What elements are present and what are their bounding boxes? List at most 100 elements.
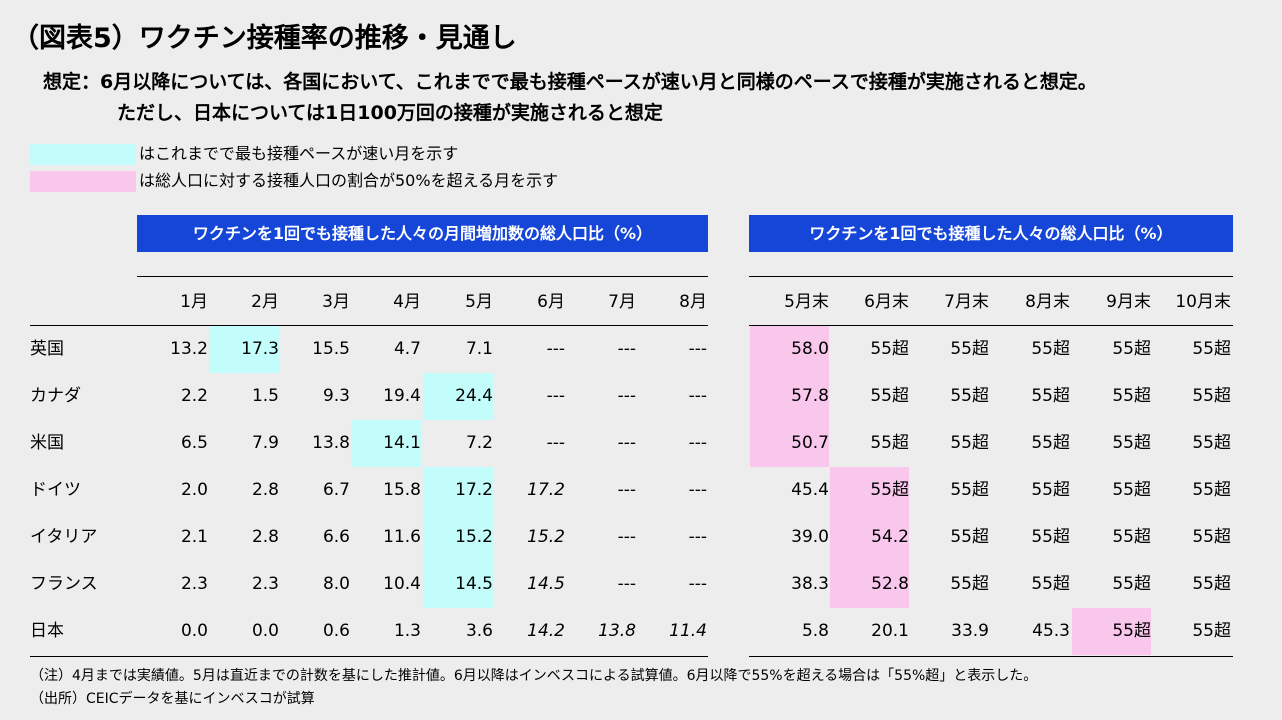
right-table-cell: 55超: [950, 527, 989, 547]
left-table-cell: 17.3: [209, 326, 279, 373]
right-table-cell: 55超: [1192, 386, 1231, 406]
left-table-cell: 11.4: [669, 621, 707, 641]
row-label: 米国: [30, 433, 64, 453]
left-table-cell: 15.8: [383, 480, 421, 500]
right-table-cell: 55超: [1031, 574, 1070, 594]
right-table-cell: 50.7: [750, 420, 829, 467]
right-table-cell: 55超: [1112, 339, 1151, 359]
legend-label-pink: は総人口に対する接種人口の割合が50%を超える月を示す: [139, 171, 559, 190]
legend-swatch-pink: [30, 171, 136, 192]
right-table-cell: 55超: [1192, 574, 1231, 594]
left-table-header-rule: [30, 325, 708, 326]
right-table-cell: 55超: [1192, 621, 1231, 641]
right-table-header-rule: [749, 325, 1233, 326]
left-table-cell: ---: [617, 433, 636, 453]
right-table-cell: 55超: [950, 433, 989, 453]
right-table-cell: 55超: [950, 574, 989, 594]
left-table-cell: ---: [617, 339, 636, 359]
left-table-cell: ---: [546, 386, 565, 406]
left-table-cell: 9.3: [322, 386, 350, 406]
right-table-cell: 55超: [870, 386, 909, 406]
right-table-cell: 55超: [1192, 339, 1231, 359]
left-table-cell: 15.2: [423, 514, 493, 561]
left-table-cell: ---: [688, 574, 707, 594]
right-table-cell: 38.3: [791, 574, 829, 594]
right-table-cell: 39.0: [791, 527, 829, 547]
left-table-cell: 0.6: [322, 621, 350, 641]
right-table-cell: 54.2: [830, 514, 909, 561]
left-table-cell: 2.3: [251, 574, 279, 594]
row-label: 英国: [30, 339, 64, 359]
left-table-cell: 2.3: [180, 574, 208, 594]
left-table-cell: ---: [688, 480, 707, 500]
legend-item-pink: は総人口に対する接種人口の割合が50%を超える月を示す: [30, 167, 558, 192]
left-table-cell: ---: [617, 574, 636, 594]
left-table-cell: 10.4: [383, 574, 421, 594]
left-table-cell: ---: [688, 386, 707, 406]
left-table-cell: ---: [617, 527, 636, 547]
assumption-line-1: 想定：6月以降については、各国において、これまでで最も接種ペースが速い月と同様の…: [43, 71, 1097, 93]
right-table-cell: 55超: [1192, 527, 1231, 547]
left-table-cell: 15.5: [312, 339, 350, 359]
left-table-cell: 14.5: [423, 561, 493, 608]
left-table-cell: 6.6: [322, 527, 350, 547]
left-table-cell: 24.4: [423, 373, 493, 420]
right-column-header: 7月末: [944, 292, 989, 312]
left-table-top-rule: [137, 276, 708, 277]
right-table-cell: 55超: [950, 339, 989, 359]
left-table-cell: 19.4: [383, 386, 421, 406]
left-table-cell: 13.8: [598, 621, 636, 641]
right-column-header: 5月末: [784, 292, 829, 312]
row-label: フランス: [30, 574, 98, 594]
right-table-cell: 55超: [1112, 386, 1151, 406]
left-table-cell: ---: [617, 386, 636, 406]
right-column-header: 10月末: [1175, 292, 1231, 312]
left-table-cell: 3.6: [465, 621, 493, 641]
right-column-header: 6月末: [864, 292, 909, 312]
left-table-cell: 14.1: [351, 420, 421, 467]
left-table-cell: 6.7: [322, 480, 350, 500]
left-table-cell: 6.5: [180, 433, 208, 453]
right-table-cell: 52.8: [830, 561, 909, 608]
right-column-header: 9月末: [1106, 292, 1151, 312]
right-table-cell: 33.9: [951, 621, 989, 641]
left-table-cell: ---: [617, 480, 636, 500]
source-note: （出所）CEICデータを基にインベスコが試算: [30, 691, 315, 707]
row-label: イタリア: [30, 527, 98, 547]
left-table-cell: 11.6: [383, 527, 421, 547]
legend-swatch-cyan: [30, 144, 136, 165]
left-column-header: 1月: [180, 292, 208, 312]
left-table-cell: 14.5: [527, 574, 565, 594]
right-table-top-rule: [749, 276, 1233, 277]
right-table-cell: 55超: [1192, 480, 1231, 500]
right-table-cell: 55超: [1192, 433, 1231, 453]
right-table-cell: 57.8: [750, 373, 829, 420]
left-column-header: 5月: [465, 292, 493, 312]
page-title: （図表5）ワクチン接種率の推移・見通し: [12, 23, 517, 54]
right-table-cell: 55超: [1112, 433, 1151, 453]
right-table-cell: 55超: [1072, 608, 1151, 655]
footnote: （注）4月までは実績値。5月は直近までの計数を基にした推計値。6月以降はインベス…: [30, 668, 1038, 684]
right-table-cell: 55超: [870, 433, 909, 453]
right-table-cell: 55超: [1112, 480, 1151, 500]
right-table-cell: 55超: [1031, 480, 1070, 500]
right-table-cell: 55超: [830, 467, 909, 514]
left-table-cell: 4.7: [393, 339, 421, 359]
left-table-cell: 7.1: [465, 339, 493, 359]
right-table-cell: 55超: [1031, 386, 1070, 406]
left-column-header: 4月: [393, 292, 421, 312]
legend-label-cyan: はこれまでで最も接種ペースが速い月を示す: [139, 144, 459, 163]
left-table-cell: ---: [688, 433, 707, 453]
left-table-cell: 2.8: [251, 527, 279, 547]
right-table-cell: 5.8: [801, 621, 829, 641]
left-table-cell: 1.3: [393, 621, 421, 641]
left-column-header: 2月: [251, 292, 279, 312]
right-table-header: ワクチンを1回でも接種した人々の総人口比（%）: [749, 215, 1233, 252]
right-table-bottom-rule: [749, 656, 1233, 657]
right-table-cell: 55超: [1031, 433, 1070, 453]
right-table-cell: 45.3: [1032, 621, 1070, 641]
assumption-text: 想定：6月以降については、各国において、これまでで最も接種ペースが速い月と同様の…: [43, 67, 1097, 129]
assumption-line-2: ただし、日本については1日100万回の接種が実施されると想定: [117, 102, 663, 124]
left-table-cell: ---: [688, 339, 707, 359]
left-table-cell: 2.2: [180, 386, 208, 406]
